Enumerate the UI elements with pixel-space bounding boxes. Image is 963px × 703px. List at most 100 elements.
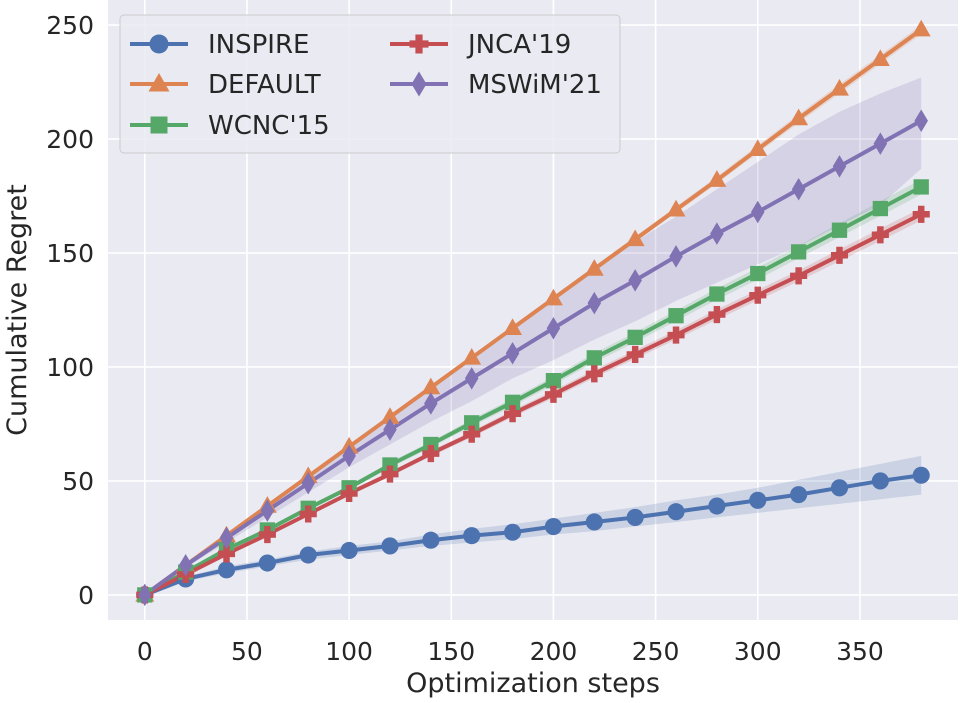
point-default bbox=[503, 318, 523, 335]
point-mswim-21 bbox=[546, 316, 561, 340]
point-mswim-21 bbox=[505, 342, 520, 365]
point-mswim-21 bbox=[342, 444, 356, 468]
point-jnca-19 bbox=[422, 445, 440, 463]
point-inspire bbox=[871, 472, 889, 490]
x-tick-label: 200 bbox=[530, 637, 578, 666]
point-wcnc-15 bbox=[831, 222, 848, 238]
series-markers bbox=[135, 19, 931, 607]
legend-label: DEFAULT bbox=[208, 70, 321, 100]
point-wcnc-15 bbox=[586, 350, 602, 366]
y-tick-label: 150 bbox=[46, 239, 94, 268]
legend-item-default: DEFAULT bbox=[130, 70, 321, 100]
y-tick-label: 50 bbox=[62, 467, 94, 496]
point-jnca-19 bbox=[667, 326, 685, 344]
line-mswim-21 bbox=[142, 118, 924, 597]
point-jnca-19 bbox=[626, 345, 644, 363]
point-default bbox=[707, 170, 727, 187]
point-mswim-21 bbox=[301, 471, 315, 495]
legend-marker bbox=[149, 34, 169, 54]
point-wcnc-15 bbox=[872, 200, 889, 217]
x-tick-label: 150 bbox=[427, 637, 475, 666]
legend: INSPIRE DEFAULT WCNC'15 JNCA'19 MSWiM'21 bbox=[119, 14, 621, 154]
y-tick-label: 250 bbox=[46, 11, 94, 40]
point-jnca-19 bbox=[299, 505, 317, 523]
point-mswim-21 bbox=[914, 109, 928, 133]
point-default bbox=[421, 377, 441, 395]
point-mswim-21 bbox=[832, 155, 847, 178]
legend-label: WCNC'15 bbox=[208, 111, 330, 141]
point-default bbox=[625, 229, 645, 247]
point-mswim-21 bbox=[178, 554, 193, 577]
point-mswim-21 bbox=[138, 583, 152, 607]
point-inspire bbox=[626, 508, 644, 526]
x-tick-label: 300 bbox=[734, 637, 782, 666]
point-jnca-19 bbox=[708, 306, 726, 324]
legend-label: MSWiM'21 bbox=[468, 70, 602, 100]
legend-marker bbox=[409, 34, 429, 54]
point-inspire bbox=[830, 479, 849, 497]
point-inspire bbox=[912, 466, 930, 484]
legend-marker bbox=[150, 116, 168, 134]
point-default bbox=[462, 347, 482, 365]
point-default bbox=[380, 407, 400, 424]
y-tick-label: 200 bbox=[46, 125, 94, 154]
point-wcnc-15 bbox=[423, 436, 439, 453]
point-inspire bbox=[381, 537, 399, 555]
point-wcnc-15 bbox=[750, 265, 766, 282]
point-jnca-19 bbox=[340, 484, 358, 503]
point-mswim-21 bbox=[464, 367, 479, 390]
point-inspire bbox=[422, 531, 440, 549]
point-jnca-19 bbox=[790, 267, 808, 285]
point-inspire bbox=[585, 513, 603, 531]
point-mswim-21 bbox=[873, 132, 888, 155]
legend-item-jnca-19: JNCA'19 bbox=[390, 30, 571, 60]
point-jnca-19 bbox=[871, 226, 889, 244]
point-jnca-19 bbox=[504, 405, 522, 423]
point-mswim-21 bbox=[628, 269, 642, 292]
point-default bbox=[789, 108, 809, 126]
point-wcnc-15 bbox=[504, 394, 521, 410]
point-wcnc-15 bbox=[382, 457, 398, 473]
tick-labels: 0 50 100 150 200 250 300 350 0 50 100 150 200 250 bbox=[46, 11, 884, 666]
point-jnca-19 bbox=[258, 525, 276, 544]
point-inspire bbox=[463, 527, 481, 545]
point-mswim-21 bbox=[587, 291, 602, 315]
legend-marker bbox=[148, 73, 170, 92]
x-tick-label: 350 bbox=[836, 637, 884, 666]
legend-label: JNCA'19 bbox=[466, 30, 571, 60]
point-inspire bbox=[217, 561, 236, 579]
point-jnca-19 bbox=[749, 286, 767, 304]
point-default bbox=[830, 78, 849, 96]
point-default bbox=[870, 49, 890, 67]
point-mswim-21 bbox=[669, 245, 683, 268]
point-inspire bbox=[749, 491, 767, 509]
point-mswim-21 bbox=[710, 222, 724, 245]
point-jnca-19 bbox=[912, 205, 930, 223]
point-wcnc-15 bbox=[545, 373, 562, 389]
point-mswim-21 bbox=[424, 392, 438, 415]
band-inspire bbox=[144, 455, 922, 595]
band-mswim-21 bbox=[144, 77, 922, 595]
legend-item-mswim-21: MSWiM'21 bbox=[390, 70, 602, 100]
point-default bbox=[543, 288, 563, 306]
point-default bbox=[748, 139, 768, 157]
point-mswim-21 bbox=[751, 200, 765, 224]
legend-item-inspire: INSPIRE bbox=[130, 30, 309, 60]
point-mswim-21 bbox=[260, 499, 275, 522]
legend-marker bbox=[411, 71, 427, 97]
point-jnca-19 bbox=[217, 545, 236, 563]
x-tick-label: 50 bbox=[231, 637, 263, 666]
point-default bbox=[584, 259, 604, 276]
point-default bbox=[911, 19, 931, 37]
point-jnca-19 bbox=[585, 365, 603, 383]
point-wcnc-15 bbox=[913, 179, 929, 195]
point-mswim-21 bbox=[383, 418, 397, 441]
point-inspire bbox=[667, 503, 685, 521]
y-axis-label: Cumulative Regret bbox=[2, 184, 33, 436]
legend-item-wcnc-15: WCNC'15 bbox=[130, 111, 330, 141]
x-tick-label: 250 bbox=[632, 637, 680, 666]
y-tick-label: 100 bbox=[46, 353, 94, 382]
legend-label: INSPIRE bbox=[208, 30, 309, 60]
legend-box bbox=[119, 14, 621, 154]
point-inspire bbox=[504, 523, 522, 541]
